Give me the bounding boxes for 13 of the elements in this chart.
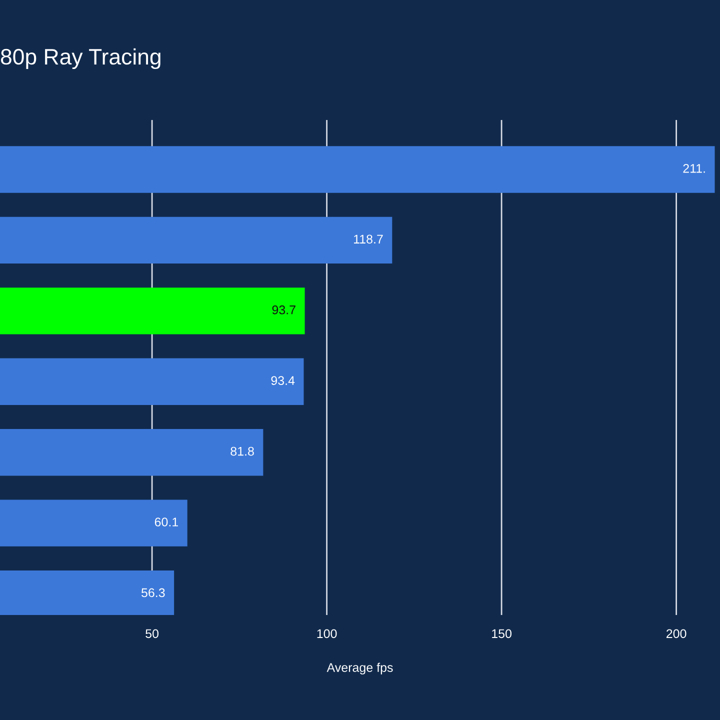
data-label: 81.8 [230, 446, 254, 456]
data-label: 93.4 [271, 376, 295, 385]
data-label: 93.7 [272, 305, 296, 314]
chart-title: 80p Ray Tracing [0, 48, 160, 70]
data-label: 118.7 [354, 234, 383, 244]
x-axis-title: Average fps [326, 662, 393, 674]
data-label: 56.3 [141, 588, 165, 598]
x-tick-label: 200 [666, 629, 686, 638]
x-tick-label: 100 [317, 629, 337, 638]
data-label: 211. [683, 164, 705, 173]
x-tick-label: 150 [492, 629, 512, 638]
data-label: 60.1 [154, 518, 178, 526]
x-tick-label: 50 [146, 629, 158, 638]
